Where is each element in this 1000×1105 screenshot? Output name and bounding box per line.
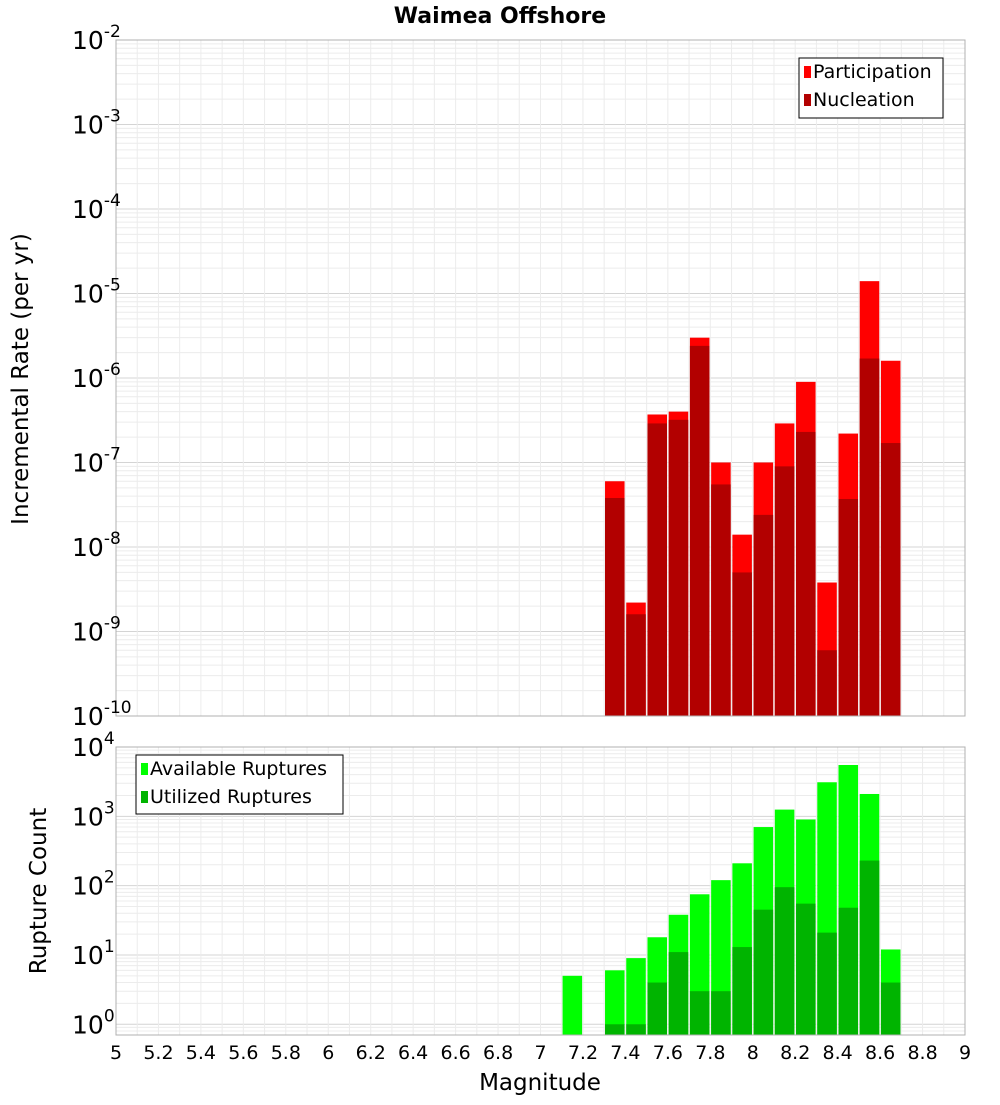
panel-0: 10-2 10-3 10-4 10-5 10-6 10-7 10-8 10-9 10-10 Par…	[72, 22, 966, 731]
bar	[859, 358, 880, 716]
bar	[689, 345, 710, 716]
legend: Available Ruptures Utilized Ruptures	[135, 754, 344, 815]
grid	[115, 40, 966, 717]
y-tick-label: 104	[72, 729, 115, 762]
y-tick-label: 10-4	[72, 191, 121, 224]
legend-swatch	[141, 763, 148, 775]
y-tick-label: 10-8	[72, 529, 121, 562]
bar	[626, 958, 646, 1035]
x-tick-label: 8.2	[780, 1042, 810, 1064]
x-tick-label: 6	[322, 1042, 334, 1064]
bar	[817, 932, 837, 1035]
bar	[605, 1024, 625, 1035]
y-axis-label-count: Rupture Count	[26, 808, 52, 974]
plot-frame	[115, 746, 966, 1036]
x-tick-label: 7.8	[695, 1042, 725, 1064]
x-axis-label: Magnitude	[479, 1070, 601, 1096]
x-tick-label: 5.4	[186, 1042, 216, 1064]
series-1	[605, 345, 901, 716]
x-tick-label: 5.8	[271, 1042, 301, 1064]
bar	[796, 903, 816, 1035]
panel-1: 104 103 102 101 100 Available Ruptures Utilize…	[72, 729, 966, 1039]
bar	[605, 498, 625, 716]
series-1	[605, 860, 901, 1035]
bar	[753, 909, 774, 1035]
bar	[880, 982, 901, 1035]
chart-title: Waimea Offshore	[394, 4, 606, 29]
legend-label: Available Ruptures	[150, 758, 327, 780]
bar	[859, 860, 880, 1035]
bar	[753, 514, 774, 716]
x-tick-label: 7.4	[610, 1042, 640, 1064]
x-tick-label: 8.8	[907, 1042, 937, 1064]
x-tick-label: 7.6	[653, 1042, 683, 1064]
y-tick-label: 102	[72, 868, 115, 901]
y-tick-label: 10-9	[72, 614, 121, 647]
y-tick-label: 10-10	[72, 698, 132, 731]
legend-swatch	[804, 66, 811, 78]
y-tick-label: 101	[72, 937, 115, 970]
x-tick-label: 8.6	[865, 1042, 895, 1064]
legend-box	[135, 754, 344, 815]
x-tick-label: 6.4	[398, 1042, 428, 1064]
legend-label: Utilized Ruptures	[150, 786, 312, 808]
x-tick-label: 9	[959, 1042, 971, 1064]
x-tick-label: 5.6	[228, 1042, 258, 1064]
bar	[732, 572, 752, 716]
y-tick-label: 10-3	[72, 107, 121, 140]
bar	[668, 952, 689, 1035]
bar	[626, 614, 646, 716]
legend-label: Nucleation	[813, 89, 915, 111]
x-tick-label: 5.2	[143, 1042, 173, 1064]
bar	[689, 991, 710, 1035]
y-tick-label: 10-7	[72, 445, 121, 478]
y-tick-label: 10-5	[72, 276, 121, 309]
bar	[732, 947, 752, 1035]
bar	[647, 423, 668, 716]
x-tick-label: 6.6	[440, 1042, 470, 1064]
y-tick-label: 100	[72, 1006, 115, 1039]
bar	[774, 466, 795, 716]
x-tick-label: 6.8	[483, 1042, 513, 1064]
legend: Participation Nucleation	[798, 57, 944, 119]
y-axis-label-rate: Incremental Rate (per yr)	[8, 233, 34, 525]
bar	[562, 975, 583, 1035]
bar	[711, 991, 731, 1035]
bar	[838, 907, 859, 1035]
bar	[796, 431, 816, 716]
x-ticks: 5 5.2 5.4 5.6 5.8 6 6.2 6.4 6.6 6.8 7 7.2 7.4 7.6 7.8 8…	[110, 1042, 971, 1064]
y-tick-label: 10-6	[72, 360, 121, 393]
x-tick-label: 7.2	[568, 1042, 598, 1064]
bar	[626, 1024, 646, 1035]
x-tick-label: 6.2	[356, 1042, 386, 1064]
bar	[605, 970, 625, 1035]
bar	[838, 498, 859, 716]
y-tick-label: 103	[72, 798, 115, 831]
bar	[774, 887, 795, 1035]
x-tick-label: 8	[747, 1042, 759, 1064]
legend-box	[798, 57, 944, 119]
y-tick-label: 10-2	[72, 22, 121, 55]
bar	[880, 443, 901, 716]
x-tick-label: 8.4	[823, 1042, 853, 1064]
bar	[647, 982, 668, 1035]
bar	[668, 419, 689, 716]
x-tick-label: 7	[534, 1042, 546, 1064]
plot-frame	[115, 39, 966, 717]
bar	[711, 484, 731, 716]
bar	[817, 650, 837, 716]
legend-swatch	[141, 791, 148, 803]
legend-swatch	[804, 94, 811, 106]
legend-label: Participation	[813, 61, 932, 83]
x-tick-label: 5	[110, 1042, 122, 1064]
